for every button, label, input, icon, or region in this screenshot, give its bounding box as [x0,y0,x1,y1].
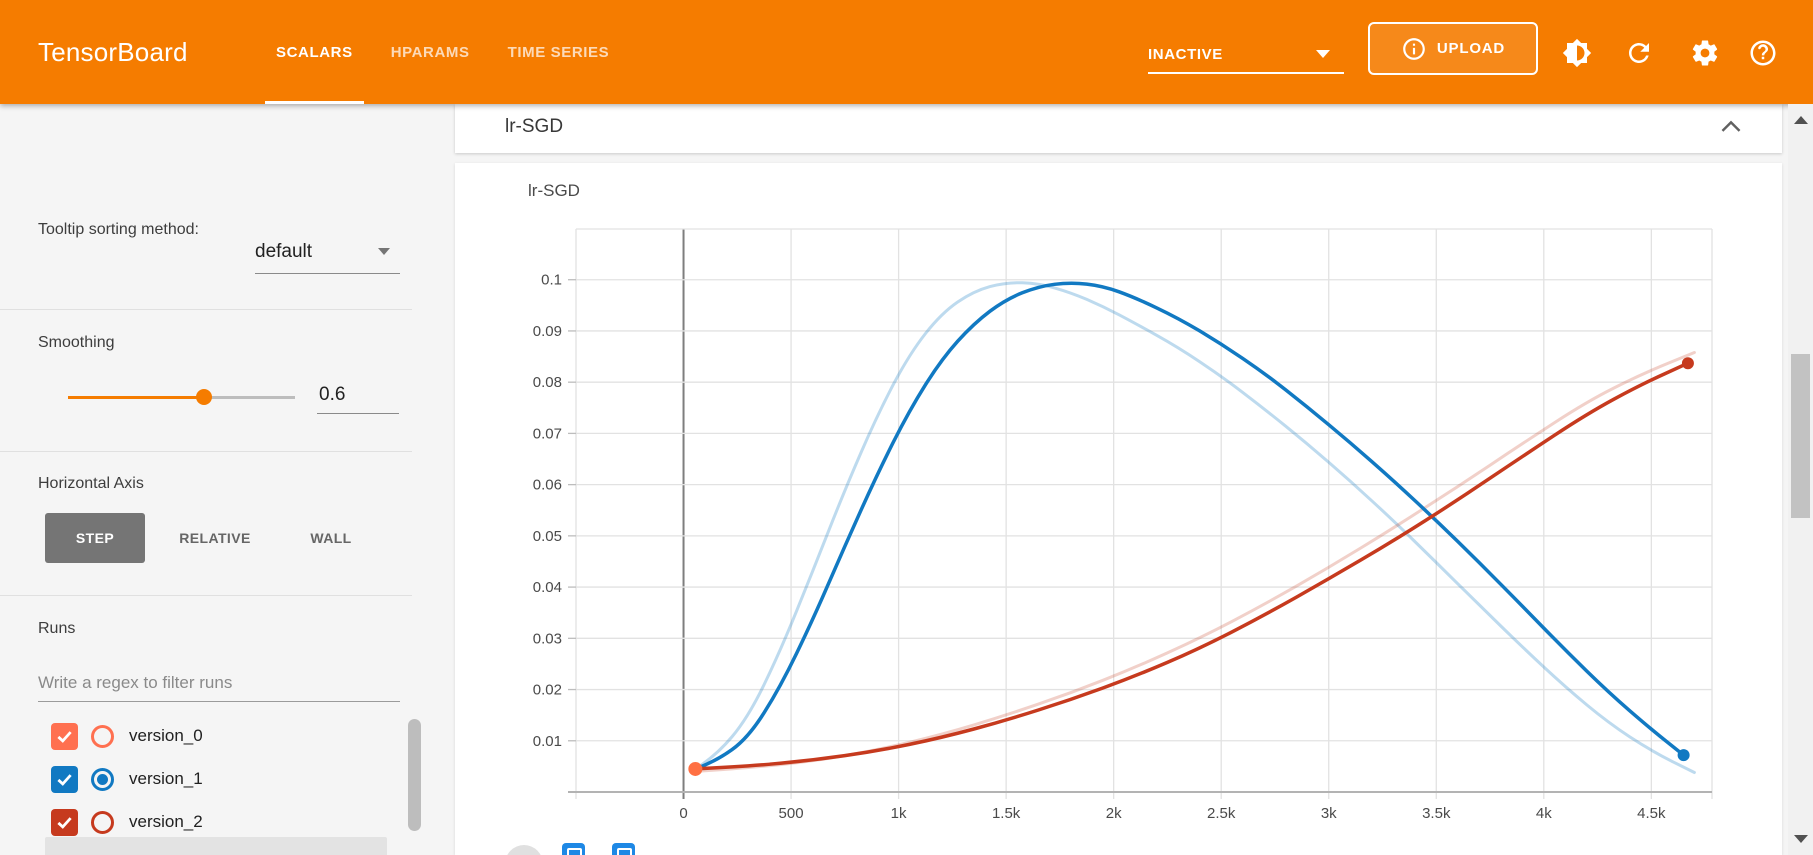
scroll-down-icon[interactable] [1794,835,1808,843]
run-checkbox[interactable] [51,765,78,793]
slider-fill [68,396,205,399]
axis-option-step[interactable]: STEP [45,513,145,563]
horizontal-axis-label: Horizontal Axis [38,475,144,492]
status-dropdown[interactable]: INACTIVE [1148,36,1344,74]
refresh-icon[interactable] [1624,38,1654,68]
chart-action-icon[interactable] [505,845,543,855]
svg-text:3k: 3k [1321,805,1337,822]
svg-text:0.08: 0.08 [533,374,562,391]
run-label: version_2 [129,812,203,831]
svg-text:0.01: 0.01 [533,733,562,750]
axis-option-relative[interactable]: RELATIVE [179,530,251,546]
run-checkbox[interactable] [51,808,78,836]
tooltip-sorting-value: default [255,240,313,262]
svg-text:0: 0 [679,805,687,822]
axis-option-wall[interactable]: WALL [310,530,352,546]
tag-group-header[interactable]: lr-SGD [455,104,1782,153]
slider-thumb[interactable] [196,389,213,405]
svg-text:2k: 2k [1106,805,1122,822]
run-radio[interactable] [91,724,114,748]
run-radio[interactable] [91,810,114,834]
app-logo: TensorBoard [38,36,188,67]
svg-text:0.05: 0.05 [533,528,562,545]
smoothing-slider[interactable] [68,389,295,405]
run-label: version_0 [129,726,203,745]
upload-button-label: UPLOAD [1436,40,1506,57]
app-header: TensorBoard SCALARS HPARAMS TIME SERIES … [0,0,1813,104]
smoothing-value: 0.6 [319,383,346,405]
runs-label: Runs [38,620,76,637]
smoothing-label: Smoothing [38,334,115,351]
run-checkbox[interactable] [51,722,78,750]
divider [0,309,412,310]
tab-bar: SCALARS HPARAMS TIME SERIES [257,0,628,104]
chart-action-icon[interactable] [562,843,585,855]
svg-text:3.5k: 3.5k [1422,805,1451,822]
help-icon[interactable] [1748,38,1778,68]
page-scrollbar-thumb[interactable] [1791,354,1810,518]
svg-text:1.5k: 1.5k [992,805,1021,822]
svg-text:0.03: 0.03 [533,630,562,647]
svg-text:4k: 4k [1536,805,1552,822]
chevron-down-icon [1316,50,1330,58]
tag-group-title: lr-SGD [505,116,564,137]
check-icon [57,730,72,743]
horizontal-axis-options: STEP RELATIVE WALL [45,513,377,563]
svg-text:1k: 1k [891,805,907,822]
svg-text:4.5k: 4.5k [1637,805,1666,822]
svg-text:2.5k: 2.5k [1207,805,1236,822]
check-icon [57,773,72,786]
sidebar: Tooltip sorting method: default Smoothin… [0,104,450,855]
runs-scrollbar-thumb[interactable] [408,719,421,831]
run-row-version-2[interactable]: version_2 [38,801,398,843]
scalar-chart-card: lr-SGD 0.01 0.02 0.03 0.04 0.05 0.06 0.07 0.08 0… [455,163,1782,855]
page-scrollbar[interactable] [1788,104,1813,855]
scalar-chart[interactable]: 0.01 0.02 0.03 0.04 0.05 0.06 0.07 0.08 0.09 0.1 0… [455,163,1782,855]
svg-text:0.1: 0.1 [541,272,562,289]
tooltip-sorting-dropdown[interactable]: default [255,230,400,274]
divider [0,451,412,452]
divider [0,595,412,596]
brightness-icon[interactable] [1562,38,1592,68]
tooltip-sorting-label: Tooltip sorting method: [38,221,199,238]
check-icon [57,816,72,829]
run-label: version_1 [129,769,203,788]
svg-text:0.07: 0.07 [533,425,562,442]
run-radio[interactable] [91,767,114,791]
svg-text:0.02: 0.02 [533,682,562,699]
svg-text:0.09: 0.09 [533,323,562,340]
toggle-all-runs-button[interactable]: TOGGLE ALL RUNS [45,837,387,855]
tab-scalars[interactable]: SCALARS [257,0,372,104]
upload-button[interactable]: UPLOAD [1368,22,1538,75]
chevron-down-icon [378,248,390,255]
tab-hparams[interactable]: HPARAMS [390,43,470,61]
chart-action-icon[interactable] [612,843,635,855]
svg-text:500: 500 [779,805,804,822]
smoothing-value-field[interactable]: 0.6 [317,376,399,414]
status-dropdown-value: INACTIVE [1148,45,1223,63]
settings-gear-icon[interactable] [1690,38,1720,68]
run-row-version-0[interactable]: version_0 [38,715,398,757]
svg-text:0.06: 0.06 [533,477,562,494]
chart-toolbar [455,842,1782,855]
runs-filter-input[interactable] [38,664,400,702]
svg-text:0.04: 0.04 [533,579,562,596]
tab-time-series[interactable]: TIME SERIES [507,43,610,61]
chart-title: lr-SGD [528,181,580,200]
scroll-up-icon[interactable] [1794,116,1808,124]
collapse-chevron-up-icon[interactable] [1720,118,1742,140]
run-row-version-1[interactable]: version_1 [38,758,398,800]
info-icon [1403,37,1425,60]
